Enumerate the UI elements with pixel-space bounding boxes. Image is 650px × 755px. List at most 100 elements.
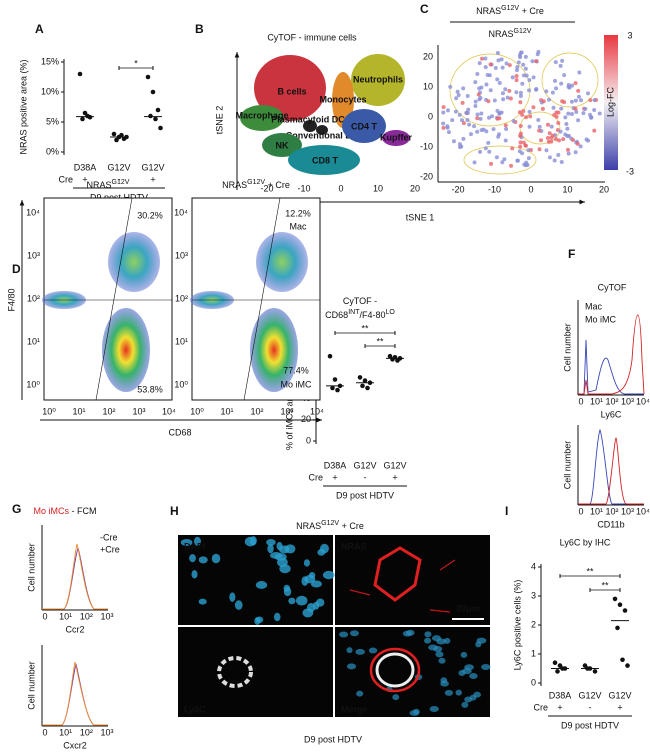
x-tick-label: 10¹ — [59, 727, 72, 737]
cell-point — [496, 58, 501, 63]
x-tick-label: 10² — [80, 727, 93, 737]
x-tick-label: 10⁴ — [636, 396, 650, 406]
cell-point — [473, 99, 478, 104]
gate-line — [243, 197, 281, 401]
superscript: INT — [348, 309, 360, 316]
cell-point — [514, 90, 519, 95]
cluster-label: NK — [276, 140, 289, 150]
cluster — [351, 54, 405, 106]
cell-point — [565, 147, 570, 152]
cell-point — [573, 106, 578, 111]
arrow-head — [19, 200, 25, 206]
cell-point — [537, 124, 542, 129]
cell-point — [501, 97, 506, 102]
cell-point — [573, 81, 578, 86]
cell-point — [514, 68, 519, 73]
axis-label: F4/80 — [6, 288, 16, 311]
nucleus — [435, 651, 444, 658]
scale-label: 20μm — [456, 603, 480, 613]
cell-point — [592, 98, 597, 103]
cre-sign: + — [332, 472, 337, 482]
nucleus — [476, 637, 487, 644]
cell-point — [576, 88, 581, 93]
cluster — [240, 105, 284, 131]
cell-point — [592, 107, 597, 112]
nucleus — [283, 584, 290, 592]
y-tick-label: 10⁰ — [26, 379, 40, 389]
nucleus — [273, 612, 281, 622]
x-tick-label: -20 — [260, 183, 273, 193]
cell-point — [556, 153, 561, 158]
cluster — [342, 109, 386, 143]
nucleus — [198, 598, 207, 605]
cell-point — [553, 137, 558, 142]
cell-point — [558, 63, 563, 68]
nucleus — [443, 637, 451, 644]
cell-point — [495, 77, 500, 82]
x-tick-label: 20 — [410, 183, 420, 193]
panel-letter: F — [568, 247, 575, 261]
cell-point — [500, 91, 505, 96]
y-tick-label: 20 — [301, 414, 311, 424]
cell-point — [521, 73, 526, 78]
nucleus — [189, 554, 196, 563]
nucleus — [198, 556, 208, 564]
merge-stain — [369, 647, 421, 693]
image-caption: D9 post HDTV — [304, 734, 362, 744]
cell-point — [489, 161, 494, 166]
panel-letter: A — [35, 22, 44, 36]
panel-letter: I — [505, 504, 508, 518]
y-tick-label: -20 — [420, 171, 433, 181]
significance-label: ** — [376, 336, 384, 346]
cell-point — [564, 122, 569, 127]
nras-stain — [373, 546, 422, 602]
x-tick-label: 10⁰ — [42, 406, 56, 416]
cell-point — [520, 112, 525, 117]
panel-letter: B — [195, 22, 204, 36]
cell-point — [491, 127, 496, 132]
nucleus — [346, 663, 357, 670]
cell-point — [456, 93, 461, 98]
cell-point — [571, 138, 576, 143]
cell-point — [589, 115, 594, 120]
cell-point — [464, 110, 469, 115]
axis-label: CD68 — [168, 427, 191, 437]
cell-point — [515, 158, 520, 163]
y-tick-label: 10¹ — [175, 336, 188, 346]
cell-point — [518, 94, 523, 99]
cell-point — [503, 87, 508, 92]
dot — [625, 663, 630, 668]
x-tick-label: 0 — [42, 611, 47, 621]
panel-title: Ly6C by IHC — [560, 537, 611, 547]
histogram — [578, 339, 644, 395]
percent-label: 12.2% — [285, 208, 311, 218]
cell-point — [556, 138, 561, 143]
cell-point — [569, 99, 574, 104]
cluster-outline — [463, 145, 537, 175]
legend-label: +Cre — [100, 544, 120, 554]
cell-point — [550, 133, 555, 138]
x-tick-label: 0 — [578, 396, 583, 406]
dot — [111, 131, 117, 137]
x-tick-label: 10² — [250, 406, 263, 416]
cell-point — [448, 84, 453, 89]
y-tick-label: 10³ — [175, 250, 188, 260]
cell-point — [468, 132, 473, 137]
percent-label: Mac — [289, 221, 307, 231]
x-tick-label: 10³ — [621, 396, 634, 406]
cell-point — [477, 61, 482, 66]
cell-point — [458, 145, 463, 150]
cell-point — [539, 138, 544, 143]
dot — [85, 113, 90, 119]
x-tick-label: 0 — [528, 184, 533, 194]
cell-point — [488, 62, 493, 67]
cell-point — [441, 110, 446, 115]
axis-label: Cell number — [26, 543, 36, 592]
cell-point — [467, 122, 472, 127]
cell-point — [479, 111, 484, 116]
dot — [145, 74, 151, 80]
text-part: NRAS — [489, 29, 514, 39]
cell-point — [520, 81, 525, 86]
x-tick-label: 10³ — [621, 506, 634, 516]
cell-point — [480, 56, 485, 61]
